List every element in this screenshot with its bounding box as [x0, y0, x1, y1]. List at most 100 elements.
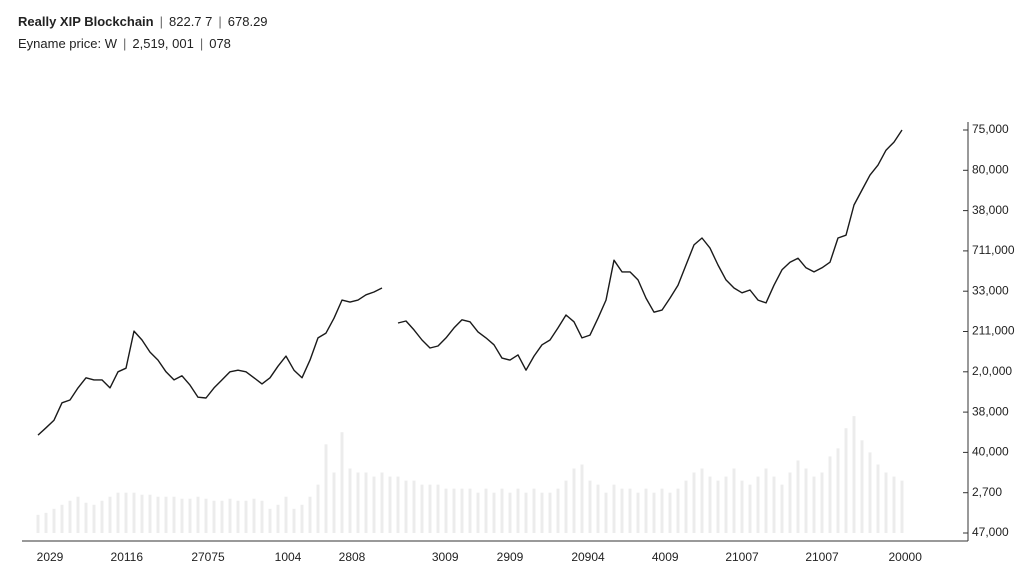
volume-bar: [92, 504, 96, 533]
y-tick-label: 211,000: [972, 324, 1015, 338]
volume-bar: [228, 498, 232, 533]
volume-bar: [508, 492, 512, 533]
volume-bar: [148, 494, 152, 533]
volume-bar: [364, 472, 368, 533]
volume-bar: [492, 492, 496, 533]
volume-bar: [436, 484, 440, 533]
volume-bar: [268, 508, 272, 533]
volume-bar: [196, 496, 200, 533]
volume-bar: [564, 480, 568, 533]
x-tick-label: 21007: [805, 550, 839, 564]
volume-bar: [220, 500, 224, 533]
volume-bar: [676, 488, 680, 533]
volume-bar: [796, 460, 800, 533]
x-tick-label: 2909: [497, 550, 524, 564]
volume-bar: [868, 452, 872, 533]
volume-bar: [132, 492, 136, 533]
volume-bar: [596, 484, 600, 533]
volume-bar: [652, 492, 656, 533]
x-tick-label: 20000: [889, 550, 923, 564]
volume-bar: [468, 488, 472, 533]
volume-bar: [724, 476, 728, 533]
volume-bar: [500, 488, 504, 533]
header-line: Really XIP Blockchain | 822.7 7 | 678.29: [18, 14, 268, 29]
volume-bar: [244, 500, 248, 533]
volume-bar: [420, 484, 424, 533]
x-tick-label: 20116: [111, 550, 144, 564]
volume-bar: [636, 492, 640, 533]
volume-bar: [476, 492, 480, 533]
volume-bar: [60, 504, 64, 533]
volume-bar: [660, 488, 664, 533]
y-tick-label: 40,000: [972, 445, 1009, 459]
volume-bar: [124, 492, 128, 533]
volume-bar: [372, 476, 376, 533]
x-tick-label: 20904: [571, 550, 605, 564]
volume-bar: [532, 488, 536, 533]
y-tick-label: 38,000: [972, 404, 1009, 418]
volume-bar: [380, 472, 384, 533]
volume-bar: [644, 488, 648, 533]
volume-bar: [236, 500, 240, 533]
subtitle-value: 2,519, 001: [132, 36, 194, 51]
volume-bar: [692, 472, 696, 533]
volume-bar: [740, 480, 744, 533]
chart-title: Really XIP Blockchain: [18, 14, 154, 29]
volume-bar: [820, 472, 824, 533]
volume-bar: [44, 512, 48, 533]
y-tick-label: 2,700: [972, 485, 1002, 499]
volume-bar: [548, 492, 552, 533]
volume-bar: [452, 488, 456, 533]
volume-bar: [260, 500, 264, 533]
volume-bar: [620, 488, 624, 533]
volume-bar: [84, 502, 88, 533]
volume-bar: [844, 428, 848, 533]
volume-bar: [108, 496, 112, 533]
y-tick-label: 75,000: [972, 122, 1009, 136]
volume-bar: [276, 504, 280, 533]
x-tick-label: 27075: [191, 550, 225, 564]
volume-bar: [764, 468, 768, 533]
y-tick-label: 38,000: [972, 203, 1009, 217]
volume-bar: [332, 472, 336, 533]
volume-bar: [180, 498, 184, 533]
volume-bar: [780, 484, 784, 533]
volume-bar: [156, 496, 160, 533]
volume-bar: [340, 432, 344, 533]
volume-bar: [556, 488, 560, 533]
x-tick-label: 4009: [652, 550, 679, 564]
x-tick-label: 2808: [339, 550, 366, 564]
volume-bar: [628, 488, 632, 533]
volume-bar: [412, 480, 416, 533]
volume-bar: [164, 496, 168, 533]
volume-bar: [836, 448, 840, 533]
volume-bar: [708, 476, 712, 533]
volume-bar: [716, 480, 720, 533]
volume-bar: [284, 496, 288, 533]
y-tick-label: 711,000: [972, 243, 1015, 257]
volume-bar: [540, 492, 544, 533]
x-tick-label: 21007: [725, 550, 759, 564]
volume-bar: [812, 476, 816, 533]
volume-bar: [396, 476, 400, 533]
volume-bar: [52, 508, 56, 533]
volume-bar: [428, 484, 432, 533]
volume-bar: [484, 488, 488, 533]
volume-bar: [876, 464, 880, 533]
volume-bar: [852, 416, 856, 533]
subtitle-line: Eyname price: W | 2,519, 001 | 078: [18, 36, 231, 51]
volume-bar: [588, 480, 592, 533]
volume-bar: [172, 496, 176, 533]
header-value: 678.29: [227, 14, 268, 29]
y-tick-label: 33,000: [972, 283, 1009, 297]
volume-bar: [612, 484, 616, 533]
volume-bar: [404, 480, 408, 533]
y-tick-label: 80,000: [972, 162, 1009, 176]
volume-bar: [892, 476, 896, 533]
volume-bar: [756, 476, 760, 533]
volume-bar: [572, 468, 576, 533]
volume-bar: [388, 476, 392, 533]
volume-bar: [204, 498, 208, 533]
volume-bar: [116, 492, 120, 533]
price-line: [37, 129, 903, 436]
